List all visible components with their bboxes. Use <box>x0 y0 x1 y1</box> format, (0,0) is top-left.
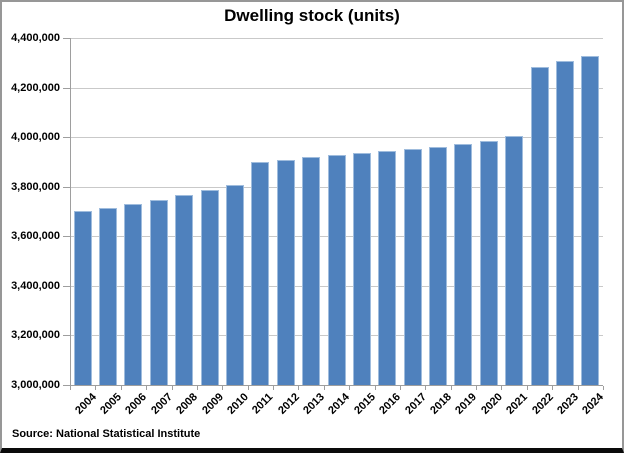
x-axis-tick <box>324 386 325 390</box>
x-axis-label: 2011 <box>250 391 276 417</box>
bar-2006 <box>124 204 142 385</box>
bar-2020 <box>480 141 498 385</box>
x-axis-label: 2015 <box>351 391 378 417</box>
y-axis-label: 4,400,000 <box>11 32 60 44</box>
y-axis-line <box>70 38 71 389</box>
gridline <box>70 137 603 138</box>
x-axis-tick <box>95 386 96 390</box>
y-axis-tick <box>63 335 70 336</box>
y-axis-tick <box>63 385 70 386</box>
bar-2018 <box>429 147 447 385</box>
bar-2015 <box>353 153 371 385</box>
x-axis-label: 2007 <box>148 391 175 417</box>
bar-2012 <box>277 160 295 385</box>
bar-2021 <box>505 136 523 385</box>
bar-2013 <box>302 157 320 385</box>
y-axis-tick <box>63 137 70 138</box>
y-axis-tick <box>63 187 70 188</box>
x-axis-label: 2008 <box>173 391 200 417</box>
y-axis-tick <box>63 236 70 237</box>
y-axis-tick <box>63 88 70 89</box>
bar-2022 <box>531 67 549 385</box>
x-axis-label: 2014 <box>325 391 352 417</box>
bar-2004 <box>74 211 92 385</box>
x-axis-label: 2004 <box>72 391 99 417</box>
bar-2017 <box>404 149 422 385</box>
x-axis-tick <box>501 386 502 390</box>
x-axis-label: 2009 <box>199 391 226 417</box>
x-axis-label: 2020 <box>478 391 505 417</box>
x-axis-label: 2022 <box>529 391 556 417</box>
bar-2007 <box>150 200 168 385</box>
x-axis-label: 2021 <box>503 391 530 417</box>
x-axis-tick <box>552 386 553 390</box>
x-axis-tick <box>451 386 452 390</box>
bar-2014 <box>328 155 346 385</box>
x-axis-label: 2016 <box>376 391 403 417</box>
x-axis-tick <box>527 386 528 390</box>
y-axis-label: 3,200,000 <box>11 329 60 341</box>
x-axis-label: 2013 <box>300 391 327 417</box>
y-axis-label: 4,200,000 <box>11 82 60 94</box>
x-axis-tick <box>298 386 299 390</box>
bar-2011 <box>251 162 269 385</box>
gridline <box>70 38 603 39</box>
x-axis-label: 2006 <box>122 391 149 417</box>
x-axis-tick <box>146 386 147 390</box>
bar-2016 <box>378 151 396 385</box>
y-axis-label: 3,000,000 <box>11 379 60 391</box>
y-axis-label: 3,600,000 <box>11 230 60 242</box>
x-axis-tick <box>222 386 223 390</box>
x-axis-label: 2019 <box>452 391 479 417</box>
x-axis-tick <box>172 386 173 390</box>
x-axis-tick <box>375 386 376 390</box>
x-axis-tick <box>70 386 71 390</box>
x-axis-tick <box>349 386 350 390</box>
x-axis-tick <box>578 386 579 390</box>
chart-title: Dwelling stock (units) <box>224 6 400 25</box>
y-axis-label: 3,800,000 <box>11 181 60 193</box>
y-axis-label: 3,400,000 <box>11 280 60 292</box>
plot-area: 3,000,000 3,200,000 3,400,000 3,600,000 3,80… <box>2 2 622 448</box>
x-axis-label: 2018 <box>427 391 454 417</box>
x-axis-label: 2005 <box>97 391 124 417</box>
x-axis-tick <box>476 386 477 390</box>
x-axis-label: 2012 <box>275 391 302 417</box>
bar-2023 <box>556 61 574 385</box>
x-axis-tick <box>248 386 249 390</box>
x-axis-tick <box>121 386 122 390</box>
x-axis-label: 2023 <box>554 391 581 417</box>
x-axis-label: 2024 <box>579 391 606 417</box>
x-axis-tick <box>400 386 401 390</box>
source-note: Source: National Statistical Institute <box>12 428 201 440</box>
bar-2008 <box>175 195 193 385</box>
x-axis-tick <box>603 386 604 390</box>
gridline <box>70 88 603 89</box>
bar-2019 <box>454 144 472 385</box>
x-axis-tick <box>197 386 198 390</box>
x-axis-line <box>70 385 603 386</box>
bar-2010 <box>226 185 244 385</box>
y-axis-label: 4,000,000 <box>11 131 60 143</box>
x-axis-tick <box>425 386 426 390</box>
x-axis-label: 2017 <box>402 391 429 417</box>
y-axis-tick <box>63 286 70 287</box>
bar-2005 <box>99 208 117 385</box>
x-axis-tick <box>273 386 274 390</box>
y-axis-tick <box>63 38 70 39</box>
bar-2024 <box>581 56 599 385</box>
x-axis-label: 2010 <box>224 391 251 417</box>
bar-2009 <box>201 190 219 385</box>
